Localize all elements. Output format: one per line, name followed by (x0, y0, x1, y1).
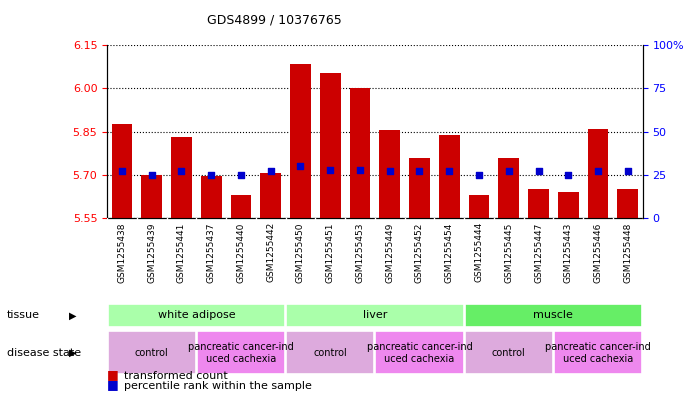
Bar (142, 175, 162, 218)
Text: percentile rank within the sample: percentile rank within the sample (124, 381, 312, 391)
Point (503, 168, 514, 174)
Text: GSM1255440: GSM1255440 (236, 222, 245, 283)
Text: GSM1255445: GSM1255445 (504, 222, 513, 283)
Bar (587, 129, 608, 218)
Text: GSM1255448: GSM1255448 (623, 222, 632, 283)
Bar (409, 158, 430, 218)
Bar (528, 189, 549, 218)
Text: disease state: disease state (7, 348, 81, 358)
FancyBboxPatch shape (286, 331, 375, 375)
Text: GSM1255443: GSM1255443 (564, 222, 573, 283)
FancyBboxPatch shape (554, 331, 642, 375)
Point (384, 168, 395, 174)
Bar (350, 88, 370, 218)
Text: white adipose: white adipose (158, 310, 235, 320)
Point (444, 168, 455, 174)
Text: ▶: ▶ (69, 310, 77, 320)
Point (206, 172, 217, 178)
Point (117, 168, 128, 174)
Text: GSM1255452: GSM1255452 (415, 222, 424, 283)
Text: GSM1255449: GSM1255449 (386, 222, 395, 283)
Bar (498, 158, 519, 218)
Point (354, 167, 366, 173)
Text: ■: ■ (107, 378, 119, 391)
Point (265, 168, 276, 174)
Text: GSM1255439: GSM1255439 (147, 222, 156, 283)
Text: transformed count: transformed count (124, 371, 228, 381)
Text: GSM1255438: GSM1255438 (117, 222, 126, 283)
Bar (290, 64, 311, 218)
Point (146, 172, 158, 178)
FancyBboxPatch shape (465, 304, 642, 327)
FancyBboxPatch shape (375, 331, 464, 375)
FancyBboxPatch shape (108, 331, 196, 375)
Point (473, 172, 484, 178)
Point (325, 167, 336, 173)
Text: GDS4899 / 10376765: GDS4899 / 10376765 (207, 14, 342, 27)
Point (176, 168, 187, 174)
Bar (171, 138, 192, 218)
Text: GSM1255446: GSM1255446 (594, 222, 603, 283)
Text: GSM1255442: GSM1255442 (266, 222, 275, 283)
Point (562, 172, 574, 178)
Text: GSM1255441: GSM1255441 (177, 222, 186, 283)
Bar (617, 189, 638, 218)
Text: liver: liver (363, 310, 387, 320)
Text: control: control (492, 348, 526, 358)
Text: ■: ■ (107, 368, 119, 381)
Point (592, 168, 603, 174)
Bar (558, 192, 578, 218)
Text: GSM1255453: GSM1255453 (355, 222, 364, 283)
Text: GSM1255450: GSM1255450 (296, 222, 305, 283)
Text: GSM1255451: GSM1255451 (325, 222, 334, 283)
Text: GSM1255454: GSM1255454 (445, 222, 454, 283)
Text: pancreatic cancer-ind
uced cachexia: pancreatic cancer-ind uced cachexia (367, 342, 473, 364)
Text: tissue: tissue (7, 310, 40, 320)
Point (236, 172, 247, 178)
Bar (201, 176, 222, 218)
Bar (111, 125, 133, 218)
FancyBboxPatch shape (197, 331, 285, 375)
Text: pancreatic cancer-ind
uced cachexia: pancreatic cancer-ind uced cachexia (545, 342, 651, 364)
Text: control: control (313, 348, 347, 358)
Bar (231, 195, 252, 218)
Text: muscle: muscle (533, 310, 574, 320)
Text: ▶: ▶ (69, 348, 77, 358)
Bar (439, 134, 460, 218)
Point (533, 168, 544, 174)
FancyBboxPatch shape (286, 304, 464, 327)
Text: control: control (135, 348, 169, 358)
Point (622, 168, 633, 174)
Bar (261, 173, 281, 218)
Bar (468, 195, 489, 218)
FancyBboxPatch shape (465, 331, 553, 375)
Text: GSM1255447: GSM1255447 (534, 222, 543, 283)
Text: pancreatic cancer-ind
uced cachexia: pancreatic cancer-ind uced cachexia (188, 342, 294, 364)
Text: GSM1255437: GSM1255437 (207, 222, 216, 283)
Bar (320, 73, 341, 218)
FancyBboxPatch shape (108, 304, 285, 327)
Text: GSM1255444: GSM1255444 (475, 222, 484, 283)
Bar (379, 130, 400, 218)
Point (414, 168, 425, 174)
Point (295, 163, 306, 169)
